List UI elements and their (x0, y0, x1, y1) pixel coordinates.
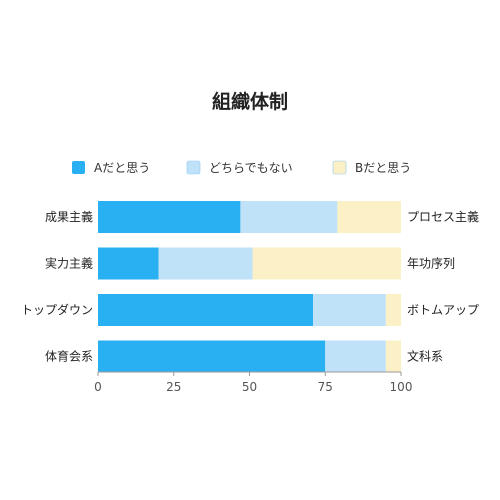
bar-3-series-3 (385, 294, 401, 326)
category-label-left-2: 実力主義 (45, 256, 93, 271)
x-axis: 0 25 50 75 100 (94, 371, 413, 394)
x-tick-label-3: 50 (242, 380, 257, 394)
bar-2-series-1 (98, 247, 159, 280)
category-label-right-3: ボトムアップ (407, 303, 479, 317)
category-label-right-2: 年功序列 (407, 256, 455, 271)
category-label-left-4: 体育会系 (45, 349, 93, 364)
category-label-left-3: トップダウン (21, 302, 93, 317)
bar-3-series-1 (98, 294, 314, 326)
bar-4-series-1 (98, 340, 326, 373)
x-tick-label-4: 75 (318, 380, 333, 394)
x-tick-label-5: 100 (390, 380, 413, 394)
x-tick-label-1: 0 (94, 380, 102, 394)
bar-2-series-3 (252, 247, 401, 280)
category-label-right-1: プロセス主義 (407, 209, 479, 224)
bars (98, 201, 401, 373)
bar-1-series-1 (98, 201, 241, 233)
bar-1-series-2 (240, 201, 338, 233)
bar-3-series-2 (313, 294, 386, 326)
legend-swatch-3 (332, 160, 347, 175)
bar-1-series-3 (337, 201, 401, 233)
bar-4-series-3 (385, 340, 401, 373)
category-label-left-1: 成果主義 (45, 209, 93, 224)
category-label-right-4: 文科系 (407, 349, 443, 364)
chart-title: 組織体制 (212, 90, 288, 113)
legend-label-2: どちらでもない (209, 161, 293, 175)
bar-4-series-2 (325, 340, 386, 373)
legend-swatch-1 (72, 161, 85, 174)
x-tick-label-2: 25 (166, 380, 181, 394)
legend-swatch-2 (186, 160, 201, 175)
legend-label-1: Aだと思う (94, 161, 150, 175)
bar-2-series-2 (158, 247, 253, 280)
legend-label-3: Bだと思う (355, 161, 411, 175)
legend: Aだと思う どちらでもない Bだと思う (72, 160, 411, 175)
